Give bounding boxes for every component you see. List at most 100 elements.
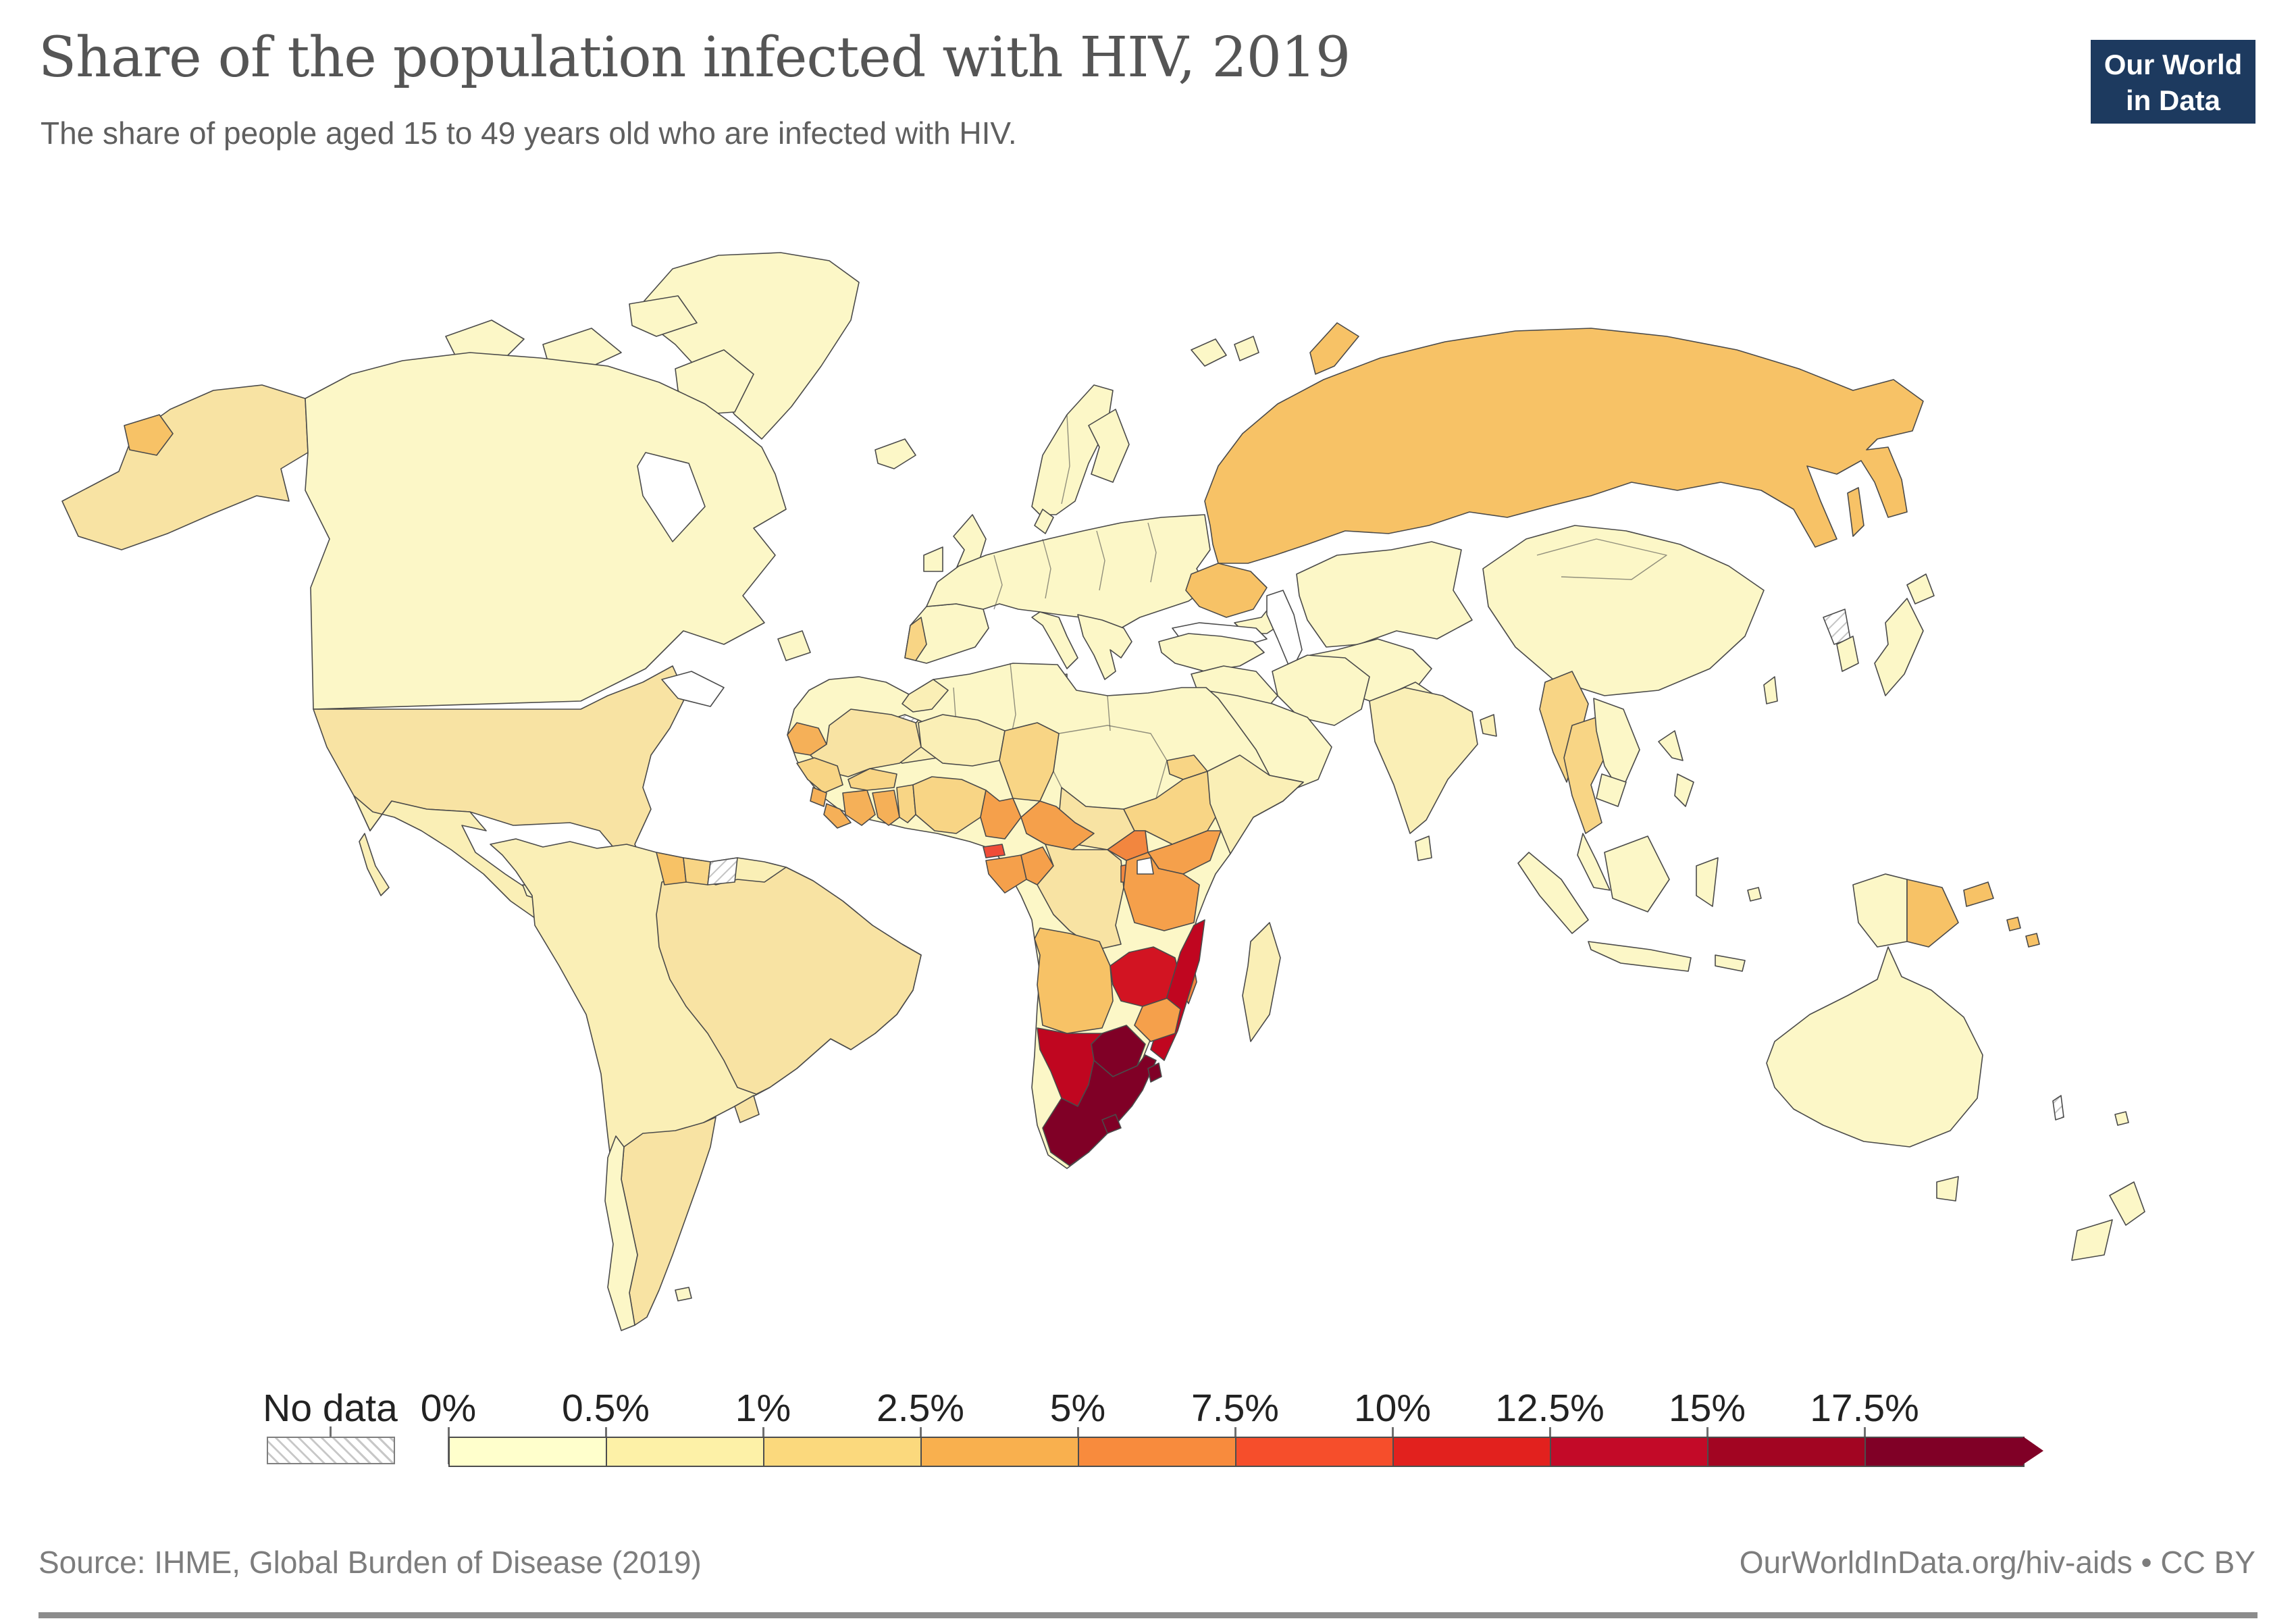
country-canada[interactable] [305,352,787,710]
country-mali[interactable] [810,709,922,777]
country-cameroon[interactable] [980,790,1022,840]
legend-bin-7[interactable] [1551,1438,1708,1466]
country-solomon-islands[interactable] [2025,933,2040,948]
world-choropleth-map[interactable] [41,250,2255,1344]
legend-bin-5[interactable] [1236,1438,1394,1466]
country-zimbabwe[interactable] [1134,998,1181,1042]
region-malay-peninsula[interactable] [1577,833,1611,891]
source-note: Source: IHME, Global Burden of Disease (… [38,1545,702,1580]
country-sri-lanka[interactable] [1415,835,1432,861]
country-new-zealand-north[interactable] [2109,1181,2145,1226]
country-chile[interactable] [604,1135,638,1331]
country-indonesia-borneo[interactable] [1604,835,1670,912]
country-suriname[interactable] [683,857,711,885]
legend-bin-1[interactable] [607,1438,764,1466]
country-madagascar[interactable] [1242,922,1281,1042]
country-greenland[interactable] [641,252,860,440]
country-finland[interactable] [1088,409,1130,483]
country-png-new-britain[interactable] [1963,881,1994,907]
legend-no-data-swatch[interactable] [267,1437,395,1464]
country-brazil[interactable] [656,867,922,1095]
owid-url-link[interactable]: OurWorldInData.org/hiv-aids • CC BY [1739,1545,2255,1580]
country-iceland[interactable] [875,438,916,469]
country-fiji[interactable] [2114,1111,2129,1126]
country-indonesia-maluku[interactable] [1747,887,1762,902]
legend-bin-2[interactable] [764,1438,922,1466]
country-denmark[interactable] [1034,509,1054,534]
country-chad[interactable] [999,722,1060,802]
country-cambodia[interactable] [1596,773,1627,807]
country-bangladesh[interactable] [1480,714,1497,737]
country-russia[interactable] [1204,328,1924,564]
country-russia-chukotka-wrap[interactable] [124,414,174,456]
country-eswatini[interactable] [1147,1062,1162,1083]
country-indonesia-sulawesi[interactable] [1696,857,1719,907]
country-burkina-faso[interactable] [847,768,897,791]
country-philippines[interactable] [1674,773,1694,807]
legend-tick-label: 17.5% [1810,1387,1919,1430]
falkland-islands[interactable] [675,1287,692,1302]
legend-bin-0[interactable] [450,1438,607,1466]
country-indonesia-west-papua[interactable] [1852,873,1908,948]
region-balkans-greece[interactable] [1077,614,1132,680]
region-svalbard[interactable] [1191,338,1227,367]
country-indonesia-lesser-sunda[interactable] [1715,954,1746,972]
country-italy[interactable] [1031,611,1078,669]
country-solomon-islands[interactable] [2006,917,2021,931]
great-lakes [661,671,725,707]
country-lesotho[interactable] [1101,1114,1122,1134]
country-taiwan[interactable] [1763,676,1778,704]
country-indonesia-sumatra[interactable] [1517,852,1589,934]
country-ghana[interactable] [872,790,900,826]
country-philippines[interactable] [1658,730,1684,761]
country-china[interactable] [1482,525,1765,696]
country-portugal[interactable] [904,617,927,661]
country-uganda[interactable] [1107,830,1149,861]
region-vanuatu-no-data[interactable] [2052,1095,2064,1121]
country-liberia[interactable] [823,803,852,829]
country-iran[interactable] [1272,654,1370,726]
country-australia-tasmania[interactable] [1936,1176,1959,1202]
country-turkey[interactable] [1158,633,1265,672]
region-svalbard[interactable] [1234,336,1259,361]
country-russia-novaya-zemlya[interactable] [1309,322,1359,375]
legend-bin-8[interactable] [1708,1438,1866,1466]
country-india[interactable] [1369,687,1478,834]
page-title: Share of the population infected with HI… [38,26,1351,90]
legend-no-data-tick [330,1426,332,1437]
country-japan-hokkaido[interactable] [1906,573,1935,604]
country-ireland[interactable] [923,546,943,572]
country-central-african-republic[interactable] [1020,800,1095,850]
country-spain[interactable] [904,603,989,664]
legend-bin-9[interactable] [1866,1438,2023,1466]
country-canada-newfoundland[interactable] [777,630,811,661]
country-australia[interactable] [1766,946,1983,1148]
legend-bin-6[interactable] [1394,1438,1551,1466]
country-uruguay[interactable] [734,1095,760,1123]
country-angola[interactable] [1034,927,1114,1034]
country-ukraine[interactable] [1185,563,1268,618]
country-russia-sakhalin[interactable] [1847,487,1864,537]
country-cote-divoire[interactable] [842,790,876,826]
country-kazakhstan[interactable] [1296,541,1473,648]
country-morocco[interactable] [902,679,949,713]
country-new-zealand-south[interactable] [2071,1219,2113,1261]
country-indonesia-java[interactable] [1588,941,1692,972]
country-papua-new-guinea[interactable] [1906,879,1959,948]
country-usa-alaska[interactable] [61,384,309,550]
country-mexico-baja[interactable] [359,833,390,896]
country-argentina[interactable] [621,1116,716,1326]
country-togo-benin[interactable] [896,784,916,823]
region-french-guiana-no-data[interactable] [707,857,738,885]
country-canada-arctic-island[interactable] [629,295,698,337]
country-equatorial-guinea[interactable] [983,844,1006,858]
legend-bin-4[interactable] [1079,1438,1236,1466]
country-south-korea[interactable] [1836,636,1859,672]
country-somalia[interactable] [1207,754,1304,854]
country-canada-baffin[interactable] [675,349,754,415]
country-sierra-leone[interactable] [810,787,827,807]
owid-logo[interactable]: Our World in Data [2091,40,2255,132]
country-japan[interactable] [1874,598,1924,696]
country-guinea[interactable] [796,757,843,794]
legend-bin-3[interactable] [922,1438,1079,1466]
